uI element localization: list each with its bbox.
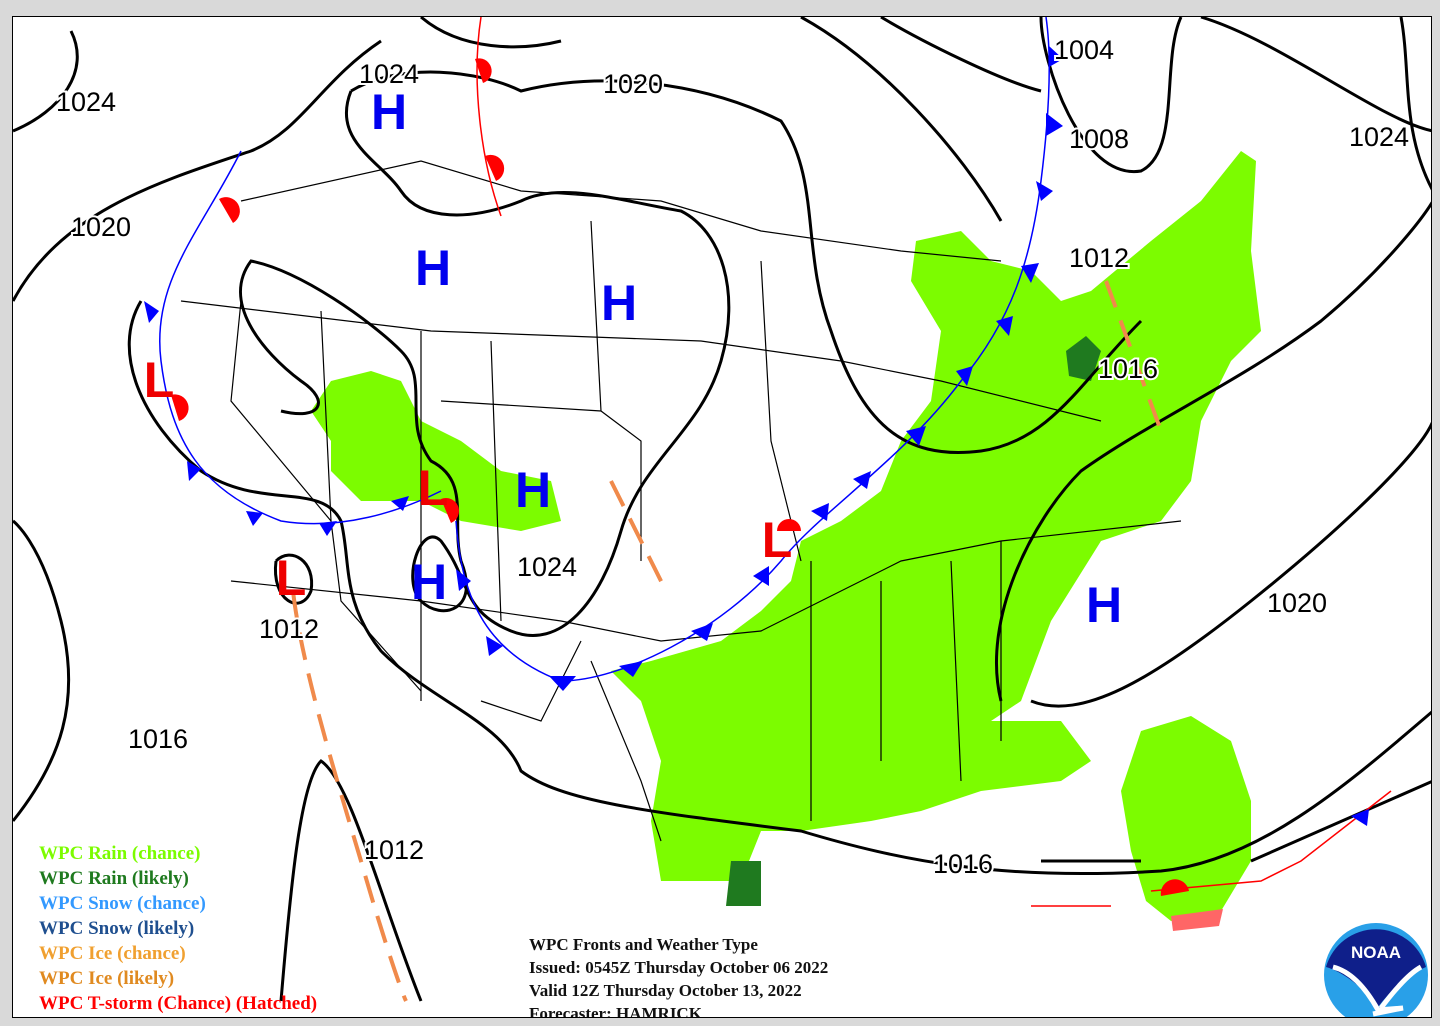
cold-front-west	[159, 150, 442, 525]
isobar-label: 1024	[359, 59, 419, 89]
rain-chance-area-east	[611, 151, 1261, 881]
isobar-label: 1024	[56, 87, 116, 117]
noaa-logo-text: NOAA	[1351, 943, 1401, 962]
isobar-label: 1020	[1267, 588, 1327, 618]
rain-likely-area-ohio	[1066, 336, 1101, 381]
stationary-front-south	[1031, 790, 1392, 907]
high-pressure-center: H	[415, 240, 451, 296]
high-pressure-center: H	[1086, 577, 1122, 633]
isobars	[13, 17, 1431, 1002]
high-pressure-center: H	[371, 84, 407, 140]
tstorm-area-florida	[1171, 909, 1223, 931]
trough-line	[1104, 280, 1163, 432]
warm-front-semicircles	[171, 58, 1189, 896]
isobar-label: 1012	[364, 835, 424, 865]
trough-line	[609, 480, 668, 592]
isobar-label: 1012	[1069, 243, 1129, 273]
fronts	[144, 17, 1392, 1002]
rain-chance-area-florida	[1121, 716, 1251, 921]
valid-time: Valid 12Z Thursday October 13, 2022	[529, 981, 802, 1000]
legend-item: WPC Ice (chance)	[39, 943, 186, 964]
legend-item: WPC Ice (likely)	[39, 968, 175, 989]
rain-chance-area-west	[311, 371, 561, 531]
warm-front-north	[476, 17, 502, 217]
isobar-label: 1020	[603, 69, 663, 99]
legend-item: WPC Snow (likely)	[39, 918, 195, 939]
precip-areas	[311, 151, 1261, 931]
low-pressure-center: L	[276, 550, 307, 606]
cold-front-triangles	[144, 46, 1369, 826]
issued-time: Issued: 0545Z Thursday October 06 2022	[529, 958, 829, 977]
legend-item: WPC T-storm (Chance) (Hatched)	[39, 993, 318, 1014]
weather-map: 1024 1024 1020 1004 1008 1024 1020 1012 1016 1024…	[12, 16, 1432, 1018]
legend: WPC Rain (chance) WPC Rain (likely) WPC Sn…	[39, 841, 317, 1016]
high-pressure-center: H	[411, 554, 447, 610]
isobar-label: 1024	[517, 552, 577, 582]
isobar-label: 1020	[71, 212, 131, 242]
isobar-label: 1024	[1349, 122, 1409, 152]
map-title: WPC Fronts and Weather Type	[529, 935, 758, 954]
noaa-logo: NOAA	[1324, 923, 1428, 1017]
legend-item: WPC Snow (chance)	[39, 893, 206, 914]
isobar-label: 1008	[1069, 124, 1129, 154]
isobar-label: 1016	[933, 849, 993, 879]
forecaster: Forecaster: HAMRICK	[529, 1004, 702, 1018]
isobar-label: 1012	[259, 614, 319, 644]
trough-line	[291, 590, 408, 1002]
isobar-label: 1016	[128, 724, 188, 754]
cold-front-central	[455, 17, 1051, 682]
rain-likely-area-texas	[726, 861, 761, 906]
legend-item: WPC Rain (chance)	[39, 843, 201, 864]
low-pressure-center: L	[762, 512, 793, 568]
low-pressure-center: L	[144, 352, 175, 408]
legend-item: WPC Rain (likely)	[39, 868, 189, 889]
map-info: WPC Fronts and Weather Type Issued: 0545…	[529, 933, 829, 1018]
map-canvas: 1024 1024 1020 1004 1008 1024 1020 1012 1016 1024…	[13, 17, 1431, 1002]
high-pressure-center: H	[601, 275, 637, 331]
high-pressure-center: H	[515, 462, 551, 518]
low-pressure-center: L	[418, 460, 449, 516]
isobar-labels: 1024 1024 1020 1004 1008 1024 1020 1012 1016 1024…	[54, 33, 1411, 881]
isobar-label: 1016	[1098, 354, 1158, 384]
isobar-label: 1004	[1054, 35, 1114, 65]
